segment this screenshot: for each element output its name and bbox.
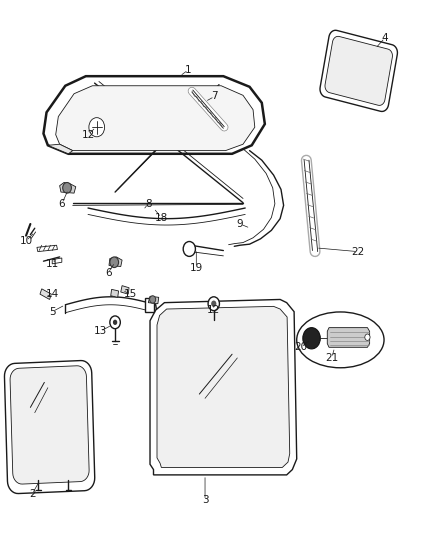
Polygon shape [150,300,297,475]
Text: 9: 9 [237,219,243,229]
Text: 3: 3 [202,495,208,505]
Polygon shape [56,86,255,151]
Text: 21: 21 [325,353,338,363]
Polygon shape [43,76,265,154]
Polygon shape [145,298,153,312]
Circle shape [183,241,195,256]
Circle shape [211,301,216,307]
Text: 10: 10 [19,236,32,246]
Polygon shape [37,245,57,252]
Text: 6: 6 [59,199,65,209]
Text: 2: 2 [29,489,35,499]
Text: 12: 12 [207,305,220,315]
Circle shape [303,328,320,349]
Text: 8: 8 [145,199,152,209]
Text: 5: 5 [49,306,56,317]
Ellipse shape [297,312,384,368]
Polygon shape [325,36,392,106]
Text: 22: 22 [351,247,364,256]
Text: 4: 4 [381,33,388,43]
Text: 20: 20 [294,342,307,352]
Circle shape [208,297,219,311]
Circle shape [89,118,105,137]
Polygon shape [327,328,370,348]
Circle shape [113,320,117,325]
Polygon shape [109,257,122,266]
Text: 13: 13 [94,326,107,336]
Text: 1: 1 [185,65,192,75]
Text: 7: 7 [211,91,218,101]
Circle shape [110,257,119,268]
Polygon shape [48,144,73,154]
Circle shape [63,182,71,193]
Polygon shape [40,289,51,300]
Polygon shape [320,30,397,111]
Text: 6: 6 [105,268,111,278]
Polygon shape [52,258,62,264]
Circle shape [110,316,120,329]
Polygon shape [148,296,159,304]
Text: 12: 12 [81,130,95,140]
Polygon shape [121,286,129,294]
Circle shape [150,296,155,303]
Text: 14: 14 [46,289,59,299]
Polygon shape [4,360,95,494]
Text: 19: 19 [190,263,203,272]
Circle shape [365,334,370,341]
Text: 11: 11 [46,259,59,269]
Polygon shape [10,366,89,484]
Polygon shape [157,306,290,467]
Text: 18: 18 [155,213,168,223]
Polygon shape [60,182,76,193]
Polygon shape [111,289,119,297]
Text: 15: 15 [124,289,138,299]
